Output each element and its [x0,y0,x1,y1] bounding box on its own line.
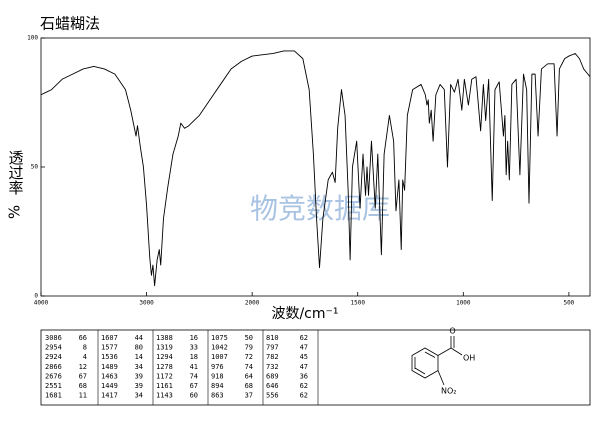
spectrum-line [40,50,591,287]
peak-transmittance: 79 [245,344,253,352]
peak-wavenumber: 918 [211,372,224,380]
bond [437,370,445,386]
watermark: 物竞数据库 [250,192,390,225]
peak-wavenumber: 1536 [101,353,118,361]
peak-transmittance: 8 [83,344,87,352]
plot-frame [40,37,591,297]
peak-transmittance: 60 [190,392,198,400]
peak-wavenumber: 1007 [211,353,228,361]
peak-transmittance: 68 [79,382,87,390]
peak-transmittance: 66 [79,334,87,342]
peak-wavenumber: 732 [266,363,279,371]
peak-wavenumber: 1042 [211,344,228,352]
peak-wavenumber: 1449 [101,382,118,390]
peak-wavenumber: 2954 [45,344,62,352]
y-tick-label: 100 [27,35,38,42]
atom-label: OH [463,354,475,363]
peak-transmittance: 18 [190,353,198,361]
peak-transmittance: 67 [79,372,87,380]
peak-wavenumber: 2866 [45,363,62,371]
peak-transmittance: 62 [300,392,308,400]
peak-transmittance: 41 [190,363,198,371]
peak-transmittance: 4 [83,353,87,361]
peak-transmittance: 11 [79,392,87,400]
peak-transmittance: 68 [245,382,253,390]
structure [411,336,463,386]
peak-wavenumber: 1319 [156,344,173,352]
peak-wavenumber: 797 [266,344,279,352]
peak-wavenumber: 3086 [45,334,62,342]
x-tick-label: 4000 [34,300,49,307]
peak-transmittance: 62 [300,334,308,342]
peak-wavenumber: 1143 [156,392,173,400]
peak-wavenumber: 2924 [45,353,62,361]
peak-wavenumber: 1388 [156,334,173,342]
double-bond [424,351,436,358]
x-tick-label: 1500 [351,300,366,307]
peak-transmittance: 67 [190,382,198,390]
peak-transmittance: 12 [79,363,87,371]
x-tick-label: 2000 [245,300,260,307]
peak-wavenumber: 2676 [45,372,62,380]
chart-title: 石蜡糊法 [40,15,100,33]
peak-transmittance: 36 [300,372,308,380]
peak-wavenumber: 1463 [101,372,118,380]
peak-transmittance: 62 [300,382,308,390]
peak-transmittance: 37 [245,392,253,400]
peak-transmittance: 47 [300,363,308,371]
peak-wavenumber: 863 [211,392,224,400]
peak-wavenumber: 1681 [45,392,62,400]
peak-transmittance: 34 [135,363,143,371]
peak-transmittance: 47 [300,344,308,352]
peak-wavenumber: 976 [211,363,224,371]
peak-transmittance: 39 [135,372,143,380]
peak-wavenumber: 1417 [101,392,118,400]
table-frame [40,329,591,406]
peak-wavenumber: 556 [266,392,279,400]
peak-transmittance: 50 [245,334,253,342]
peak-wavenumber: 782 [266,353,279,361]
peak-transmittance: 45 [300,353,308,361]
bond [437,347,452,356]
x-tick-label: 1000 [456,300,471,307]
peak-transmittance: 64 [245,372,253,380]
y-axis-unit: % [6,205,24,219]
y-tick-label: 50 [31,164,39,171]
peak-wavenumber: 1278 [156,363,173,371]
x-tick-label: 3000 [139,300,154,307]
peak-transmittance: 14 [135,353,143,361]
peak-transmittance: 34 [135,392,143,400]
peak-wavenumber: 689 [266,372,279,380]
peak-wavenumber: 1489 [101,363,118,371]
peak-wavenumber: 1577 [101,344,118,352]
peak-wavenumber: 646 [266,382,279,390]
x-tick-label: 500 [563,300,574,307]
peak-transmittance: 80 [135,344,143,352]
atom-label: O [449,327,455,336]
peak-wavenumber: 1161 [156,382,173,390]
peak-wavenumber: 1607 [101,334,118,342]
peak-transmittance: 44 [135,334,143,342]
peak-wavenumber: 1172 [156,372,173,380]
peak-transmittance: 33 [190,344,198,352]
peak-wavenumber: 2551 [45,382,62,390]
x-axis-label: 波数/cm⁻¹ [271,306,338,322]
peak-transmittance: 16 [190,334,198,342]
peak-transmittance: 74 [245,363,253,371]
benzene-ring [411,347,439,379]
peak-wavenumber: 1294 [156,353,173,361]
double-bond [414,367,426,375]
atom-label: NO₂ [441,387,457,396]
y-axis-label: 透过率 [7,150,25,195]
peak-wavenumber: 810 [266,334,279,342]
peak-transmittance: 39 [135,382,143,390]
peak-transmittance: 74 [190,372,198,380]
peak-transmittance: 72 [245,353,253,361]
bond [450,347,463,356]
peak-wavenumber: 894 [211,382,224,390]
y-tick-label: 0 [34,293,38,300]
peak-wavenumber: 1075 [211,334,228,342]
